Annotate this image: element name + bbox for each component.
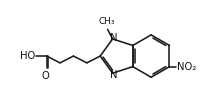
Text: CH₃: CH₃ [99, 17, 115, 26]
Text: HO: HO [20, 51, 35, 61]
Text: N: N [110, 33, 117, 43]
Text: NO₂: NO₂ [177, 62, 196, 72]
Text: N: N [110, 70, 117, 80]
Text: O: O [42, 71, 50, 81]
